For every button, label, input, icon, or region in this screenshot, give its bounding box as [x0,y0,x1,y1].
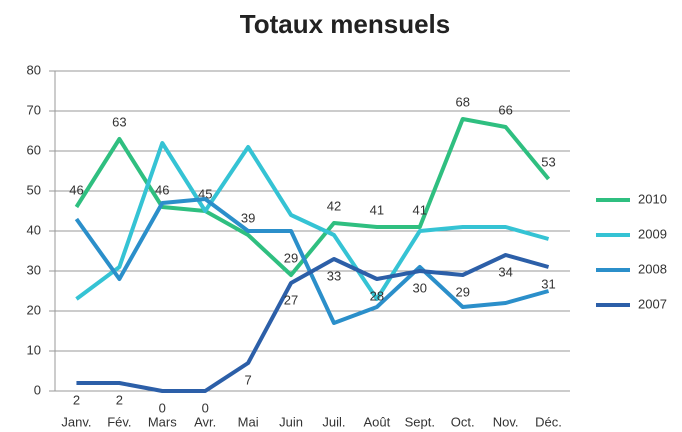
x-tick-label: Déc. [535,414,562,429]
data-label: 41 [370,202,384,217]
series-line [74,117,551,277]
legend-label: 2007 [638,296,667,311]
chart-title: Totaux mensuels [240,9,450,39]
y-tick-label: 80 [27,62,41,77]
data-label: 0 [159,400,166,415]
data-label: 27 [284,292,298,307]
x-tick-label: Août [364,414,391,429]
x-tick-label: Avr. [194,414,216,429]
y-tick-label: 40 [27,222,41,237]
data-label: 7 [245,372,252,387]
series-line [75,141,550,301]
data-label: 33 [327,268,341,283]
y-tick-label: 0 [34,382,41,397]
data-label: 63 [112,114,126,129]
data-label: 42 [327,198,341,213]
data-label: 2 [73,392,80,407]
series-line [76,253,550,393]
x-tick-label: Fév. [107,414,131,429]
data-label: 34 [498,264,512,279]
data-label: 30 [413,280,427,295]
y-tick-label: 30 [27,262,41,277]
data-label: 41 [413,202,427,217]
y-tick-label: 60 [27,142,41,157]
data-label: 0 [202,400,209,415]
legend-label: 2009 [638,226,667,241]
x-tick-label: Oct. [451,414,475,429]
y-tick-label: 70 [27,102,41,117]
data-label: 39 [241,210,255,225]
data-label: 53 [541,154,555,169]
data-label: 28 [370,288,384,303]
legend-label: 2008 [638,261,667,276]
data-label: 66 [498,102,512,117]
y-tick-label: 20 [27,302,41,317]
x-tick-label: Juil. [322,414,345,429]
x-tick-label: Nov. [493,414,519,429]
x-tick-label: Juin [279,414,303,429]
data-label: 46 [155,182,169,197]
x-tick-label: Mars [148,414,177,429]
legend-label: 2010 [638,191,667,206]
data-label: 29 [284,250,298,265]
x-tick-label: Mai [238,414,259,429]
y-tick-label: 10 [27,342,41,357]
data-label: 46 [69,182,83,197]
data-label: 68 [455,94,469,109]
series-line [74,197,550,325]
data-label: 29 [455,284,469,299]
data-label: 2 [116,392,123,407]
y-tick-label: 50 [27,182,41,197]
data-label: 31 [541,276,555,291]
x-tick-label: Janv. [61,414,91,429]
x-tick-label: Sept. [405,414,435,429]
